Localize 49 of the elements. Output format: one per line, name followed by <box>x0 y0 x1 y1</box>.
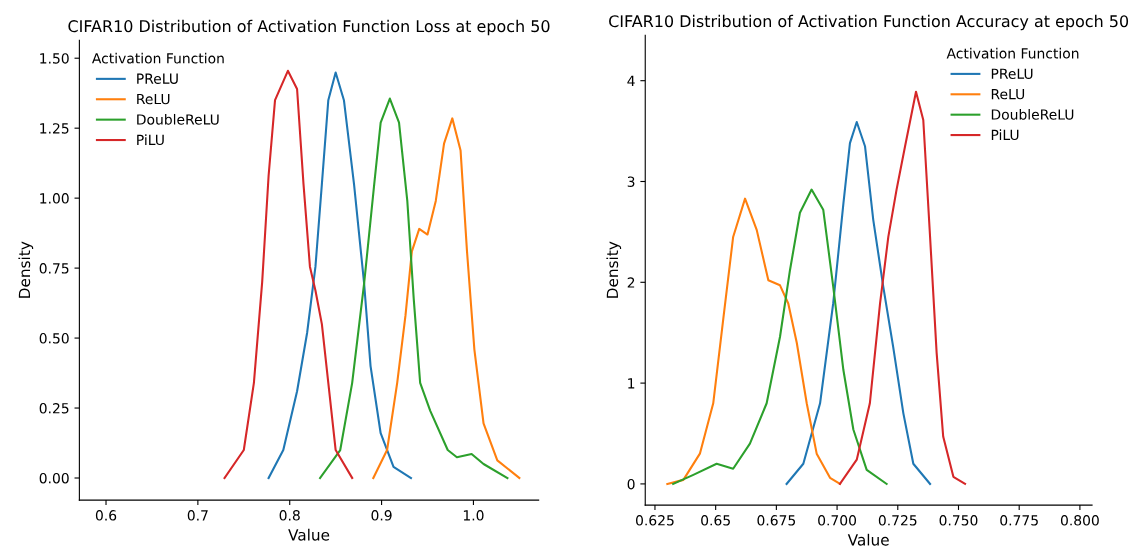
x-tick-label: 0.750 <box>939 515 978 526</box>
legend-label: PReLU <box>991 68 1033 79</box>
y-tick-label: 4 <box>627 75 635 86</box>
y-axis-title: Density <box>606 241 622 298</box>
legend-label: DoubleReLU <box>991 108 1074 120</box>
y-axis-title: Density <box>18 241 34 298</box>
y-tick-label: 0.00 <box>39 472 69 484</box>
x-tick-label: 0.800 <box>1060 515 1099 526</box>
y-tick-label: 1.50 <box>40 53 69 64</box>
x-axis-title: Value <box>288 528 330 541</box>
legend-label: DoubleReLU <box>137 113 219 125</box>
line-series <box>372 117 521 480</box>
line-series <box>666 197 842 485</box>
x-tick-label: 0.8 <box>279 510 300 521</box>
x-tick-label: 0.725 <box>878 515 917 526</box>
x-tick-label: 0.775 <box>1000 515 1038 526</box>
x-tick-label: 1.0 <box>463 510 484 521</box>
x-tick-label: 0.625 <box>635 515 674 526</box>
chart-title: CIFAR10 Distribution of Activation Function Loss at epoch 50 <box>68 19 550 36</box>
y-tick-label: 0.50 <box>39 333 69 344</box>
y-tick-label: 1 <box>628 378 635 389</box>
legend-title: Activation Function <box>91 52 224 64</box>
line-series <box>838 90 967 485</box>
y-tick-label: 1.00 <box>40 193 69 204</box>
line-series <box>785 120 932 485</box>
line-series <box>672 188 888 485</box>
x-tick-label: 0.65 <box>701 515 730 526</box>
y-tick-label: 1.25 <box>40 123 69 134</box>
line-series <box>319 97 509 480</box>
legend-label: ReLU <box>137 94 170 105</box>
chart-title: CIFAR10 Distribution of Activation Function Accuracy at epoch 50 <box>609 14 1129 31</box>
y-tick-label: 0.25 <box>39 403 69 414</box>
y-tick-label: 0 <box>627 478 635 490</box>
legend-title: Activation Function <box>946 47 1079 59</box>
x-tick-label: 0.675 <box>757 515 796 526</box>
legend-label: ReLU <box>991 89 1025 100</box>
line-series <box>267 71 413 480</box>
y-tick-label: 0.75 <box>39 263 69 274</box>
y-tick-label: 3 <box>627 176 635 187</box>
y-tick-label: 2 <box>627 277 635 288</box>
x-tick-label: 0.9 <box>371 510 392 521</box>
legend-label: PiLU <box>991 129 1019 141</box>
legend-label: PiLU <box>137 134 164 146</box>
x-tick-label: 0.6 <box>95 510 117 521</box>
x-axis-title: Value <box>847 533 889 546</box>
line-series <box>223 69 354 480</box>
legend-label: PReLU <box>137 73 178 84</box>
x-tick-label: 0.700 <box>818 515 857 526</box>
x-tick-label: 0.7 <box>187 510 208 521</box>
